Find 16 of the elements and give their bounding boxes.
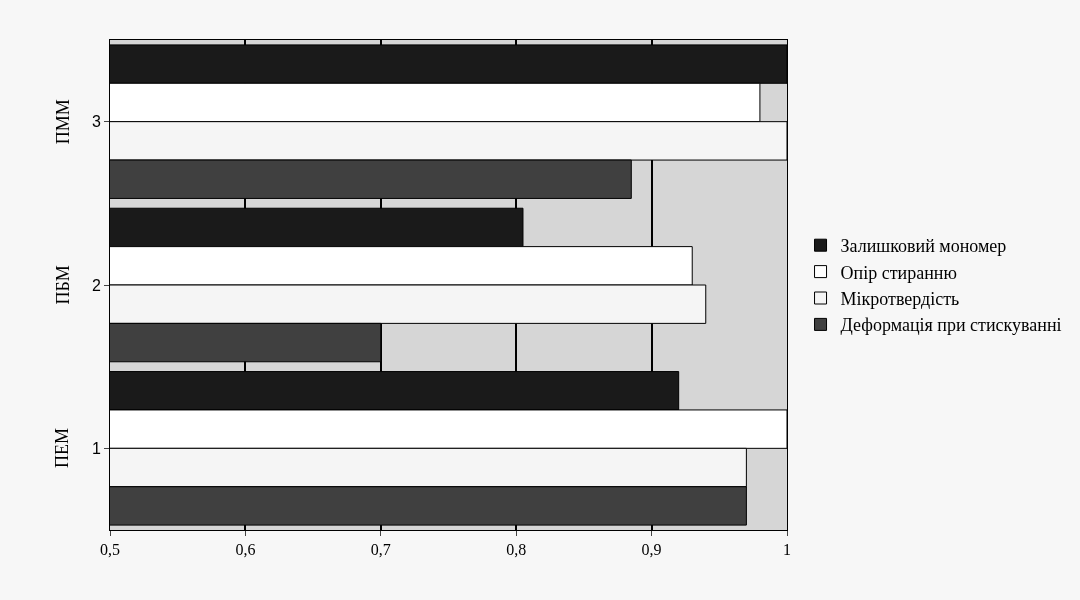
x-tick-label: 0,7 [370,541,391,559]
legend-label: Опір стиранню [840,262,957,283]
y-tick-label: 3 [91,113,101,131]
x-tick-label: 1 [783,541,791,559]
legend-label: Мікротвердість [840,289,960,310]
legend-label: Деформація при стискуванні [840,315,1062,336]
x-tick-label: 0,8 [506,541,527,559]
text: ПММ [52,99,73,145]
legend-label: Залишковий мономер [840,236,1007,257]
x-tick-label: 0,6 [235,541,256,559]
x-tick-label: 0,9 [641,541,662,559]
text: ПБМ [52,265,73,305]
y-tick-label: 1 [91,439,101,457]
y-tick-label: 2 [91,276,101,294]
x-tick-label: 0,5 [100,541,120,559]
text: ПЕМ [52,427,73,468]
